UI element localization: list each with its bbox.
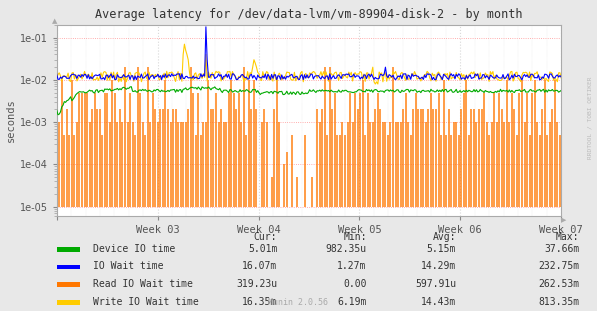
Text: 1.27m: 1.27m	[337, 261, 367, 271]
Text: Munin 2.0.56: Munin 2.0.56	[269, 298, 328, 307]
Text: 5.01m: 5.01m	[248, 244, 278, 254]
Text: Write IO Wait time: Write IO Wait time	[94, 297, 199, 307]
Text: 319.23u: 319.23u	[236, 279, 278, 289]
Text: 16.07m: 16.07m	[242, 261, 278, 271]
Text: 16.35m: 16.35m	[242, 297, 278, 307]
Text: 37.66m: 37.66m	[544, 244, 580, 254]
FancyBboxPatch shape	[57, 247, 80, 252]
Text: Min:: Min:	[343, 232, 367, 242]
Text: 14.43m: 14.43m	[421, 297, 456, 307]
Text: Device IO time: Device IO time	[94, 244, 176, 254]
Text: 262.53m: 262.53m	[538, 279, 580, 289]
FancyBboxPatch shape	[57, 282, 80, 287]
Text: RRDTOOL / TOBI OETIKER: RRDTOOL / TOBI OETIKER	[588, 77, 593, 160]
Text: Read IO Wait time: Read IO Wait time	[94, 279, 193, 289]
Text: ▲: ▲	[51, 18, 57, 24]
Y-axis label: seconds: seconds	[5, 99, 16, 142]
Text: 5.15m: 5.15m	[427, 244, 456, 254]
Text: 0.00: 0.00	[343, 279, 367, 289]
Text: 6.19m: 6.19m	[337, 297, 367, 307]
Text: ▶: ▶	[561, 217, 567, 223]
Text: Cur:: Cur:	[254, 232, 278, 242]
Text: 597.91u: 597.91u	[415, 279, 456, 289]
Text: 813.35m: 813.35m	[538, 297, 580, 307]
Text: 982.35u: 982.35u	[325, 244, 367, 254]
Title: Average latency for /dev/data-lvm/vm-89904-disk-2 - by month: Average latency for /dev/data-lvm/vm-899…	[95, 8, 523, 21]
FancyBboxPatch shape	[57, 300, 80, 305]
Text: 232.75m: 232.75m	[538, 261, 580, 271]
Text: Avg:: Avg:	[432, 232, 456, 242]
Text: IO Wait time: IO Wait time	[94, 261, 164, 271]
Text: Max:: Max:	[556, 232, 580, 242]
FancyBboxPatch shape	[57, 265, 80, 269]
Text: 14.29m: 14.29m	[421, 261, 456, 271]
